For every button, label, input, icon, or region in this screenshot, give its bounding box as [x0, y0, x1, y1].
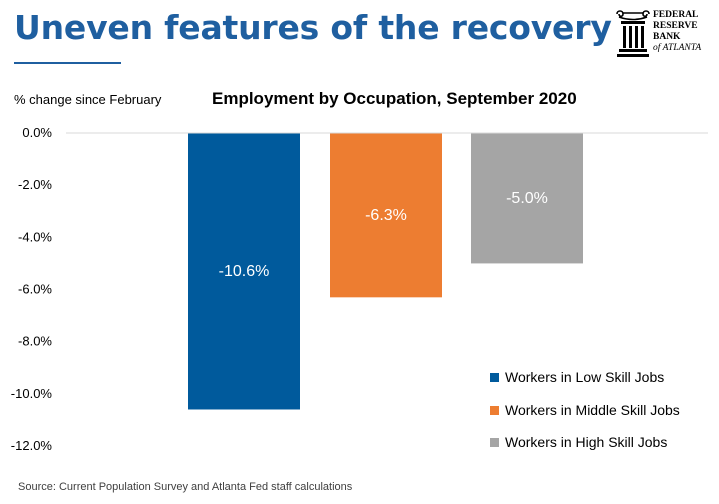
logo-line: of ATLANTA [653, 43, 702, 53]
legend-entry: Workers in High Skill Jobs [505, 434, 667, 450]
y-tick-label: 0.0% [22, 125, 52, 140]
y-tick-label: -2.0% [18, 177, 52, 192]
legend-swatch [490, 373, 499, 382]
data-label: -5.0% [506, 190, 548, 207]
y-tick-label: -4.0% [18, 229, 52, 244]
bar [188, 133, 300, 410]
logo-wordmark: FEDERAL RESERVE BANK of ATLANTA [653, 10, 701, 54]
title-underline [14, 62, 121, 64]
legend-swatch [490, 406, 499, 415]
logo-line: FEDERAL [653, 10, 699, 20]
slide-title: Uneven features of the recovery [14, 8, 612, 47]
data-label: -10.6% [219, 263, 270, 280]
y-tick-label: -6.0% [18, 282, 52, 297]
y-axis-label: % change since February [14, 92, 162, 107]
bar [471, 133, 583, 264]
legend-swatch [490, 438, 499, 447]
seal-logo-icon: FEDERAL RESERVE BANK of ATLANTA [613, 8, 713, 64]
y-tick-label: -8.0% [18, 334, 52, 349]
logo-line: BANK [653, 32, 681, 42]
legend-entry: Workers in Middle Skill Jobs [505, 402, 680, 418]
data-label: -6.3% [365, 207, 407, 224]
seal-logo-graphic [616, 10, 650, 57]
logo-line: RESERVE [653, 21, 698, 31]
legend-entry: Workers in Low Skill Jobs [505, 369, 664, 385]
source-note: Source: Current Population Survey and At… [18, 481, 353, 493]
bar [330, 133, 442, 298]
y-tick-label: -10.0% [11, 386, 53, 401]
y-tick-label: -12.0% [11, 438, 53, 453]
chart-title: Employment by Occupation, September 2020 [212, 89, 577, 108]
